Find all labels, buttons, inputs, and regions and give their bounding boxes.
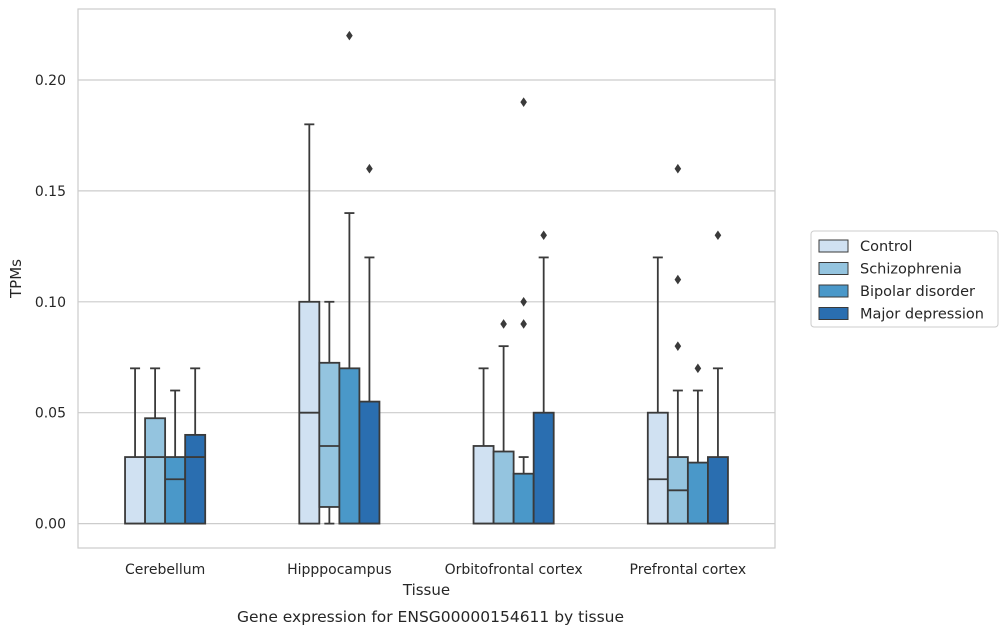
x-tick-label: Prefrontal cortex xyxy=(630,562,747,578)
legend-frame xyxy=(810,230,999,328)
box-2-2 xyxy=(512,97,535,525)
box-body xyxy=(144,417,167,525)
outlier-point xyxy=(674,163,682,174)
box-body xyxy=(646,411,669,525)
outlier-point xyxy=(500,319,507,329)
x-axis-label: Tissue xyxy=(402,581,450,599)
outlier-point xyxy=(540,230,547,241)
plot-frame xyxy=(77,8,776,549)
box-body xyxy=(686,461,709,525)
box-2-1 xyxy=(492,319,515,525)
box-0-1 xyxy=(144,367,167,525)
y-tick-label: 0.00 xyxy=(35,517,66,533)
box-body xyxy=(338,367,361,525)
outlier-point xyxy=(346,30,353,41)
box-0-2 xyxy=(164,389,187,525)
legend-item: Major depression xyxy=(818,307,984,323)
box-3-1 xyxy=(666,163,689,525)
x-tick-label: Hipppocampus xyxy=(287,562,392,578)
legend-label: Major depression xyxy=(860,307,984,323)
outlier-point xyxy=(520,296,527,307)
x-tick-label: Orbitofrontal cortex xyxy=(445,562,583,578)
legend-swatch xyxy=(818,284,849,298)
y-tick-label: 0.20 xyxy=(35,73,66,89)
box-2-0 xyxy=(472,367,495,525)
legend-item: Bipolar disorder xyxy=(818,284,975,300)
box-body xyxy=(318,361,341,508)
box-body xyxy=(512,472,535,525)
box-body xyxy=(358,400,381,525)
box-groups xyxy=(124,30,729,525)
x-tick-labels: Cerebellum Hipppocampus Orbitofrontal cort… xyxy=(125,562,746,578)
box-0-0 xyxy=(124,367,146,525)
outlier-point xyxy=(674,274,682,285)
box-3-0 xyxy=(646,256,669,525)
legend-label: Control xyxy=(860,239,912,255)
y-tick-labels: 0.00 0.05 0.10 0.15 0.20 xyxy=(35,73,66,533)
box-body xyxy=(124,456,146,525)
box-body xyxy=(492,450,515,525)
y-tick-label: 0.05 xyxy=(35,406,66,422)
box-1-0 xyxy=(298,123,321,525)
legend-item: Control xyxy=(818,239,912,255)
legend-label: Bipolar disorder xyxy=(860,284,975,300)
legend-label: Schizophrenia xyxy=(860,262,962,278)
y-tick-label: 0.15 xyxy=(35,184,66,200)
box-1-1 xyxy=(318,300,341,525)
outlier-point xyxy=(714,230,722,241)
legend: Control Schizophrenia Bipolar disorder Majo… xyxy=(810,230,999,328)
legend-swatch xyxy=(818,239,849,253)
box-body xyxy=(184,433,207,525)
outlier-point xyxy=(520,319,527,329)
box-3-3 xyxy=(707,230,729,525)
box-3-2 xyxy=(686,363,709,525)
y-tick-label: 0.10 xyxy=(35,295,66,311)
x-tick-label: Cerebellum xyxy=(125,562,205,578)
box-body xyxy=(164,456,187,525)
box-2-3 xyxy=(532,230,555,525)
chart-caption: Gene expression for ENSG00000154611 by t… xyxy=(237,608,624,626)
outlier-point xyxy=(694,363,702,374)
outlier-point xyxy=(366,163,373,174)
outlier-point xyxy=(520,97,527,107)
legend-swatch xyxy=(818,307,849,320)
outlier-point xyxy=(674,341,682,351)
box-body xyxy=(472,445,495,525)
y-axis-label: TPMs xyxy=(7,259,25,299)
box-body xyxy=(532,411,555,525)
box-0-3 xyxy=(184,367,207,525)
box-1-2 xyxy=(338,30,361,525)
box-1-3 xyxy=(358,163,381,525)
box-body xyxy=(707,456,729,525)
legend-swatch xyxy=(818,262,849,275)
legend-item: Schizophrenia xyxy=(818,262,962,278)
